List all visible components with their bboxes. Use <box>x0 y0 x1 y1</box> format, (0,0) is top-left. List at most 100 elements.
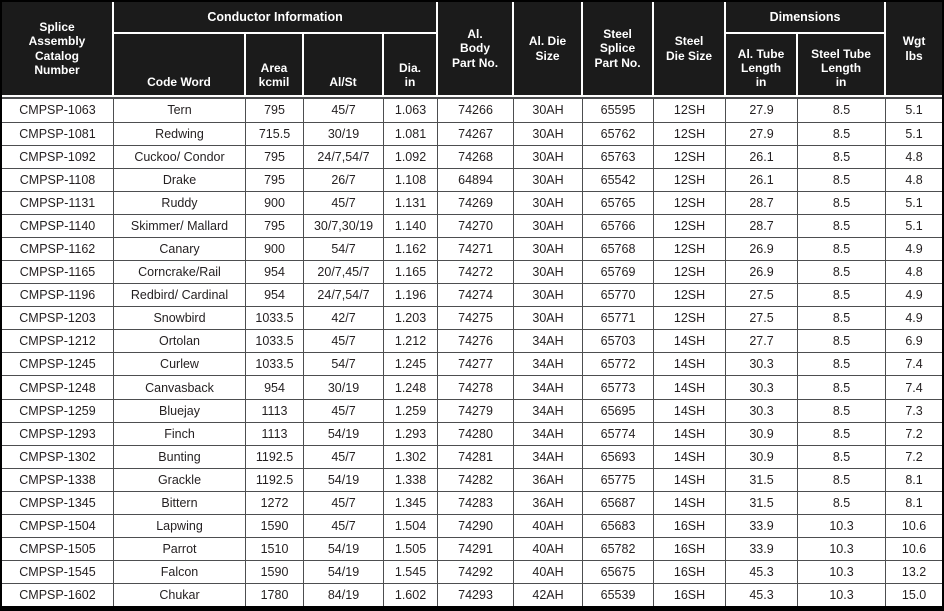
cell-steel-tube-length: 10.3 <box>798 537 887 561</box>
cell-al-die-size: 40AH <box>514 514 584 538</box>
cell-wgt-lbs: 13.2 <box>886 560 943 585</box>
cell-al-st: 54/19 <box>304 468 384 492</box>
cell-steel-die-size: 16SH <box>654 584 727 606</box>
cell-code-word: Finch <box>114 422 246 446</box>
cell-area-kcmil: 1590 <box>246 560 304 585</box>
cell-al-body-part-no: 74292 <box>438 560 515 585</box>
header-sub-row: Code Word Area kcmil Al/St Dia. in Al. T… <box>2 34 942 97</box>
cell-code-word: Cuckoo/ Condor <box>114 145 246 169</box>
cell-al-body-part-no: 74272 <box>438 261 515 285</box>
cell-wgt-lbs: 4.9 <box>886 307 943 331</box>
cell-al-st: 54/7 <box>304 353 384 377</box>
cell-dia-in: 1.203 <box>384 307 439 331</box>
table-row: CMPSP-1248 Canvasback 954 30/19 1.248 74278 34… <box>2 376 943 400</box>
cell-steel-die-size: 12SH <box>654 122 727 146</box>
cell-steel-die-size: 12SH <box>654 145 727 169</box>
cell-al-body-part-no: 74283 <box>438 491 515 515</box>
cell-al-st: 45/7 <box>304 399 384 423</box>
cell-wgt-lbs: 7.2 <box>886 445 943 469</box>
cell-code-word: Ortolan <box>114 330 246 354</box>
cell-dia-in: 1.108 <box>384 168 439 192</box>
cell-catalog-number: CMPSP-1504 <box>2 514 114 538</box>
cell-steel-splice-part-no: 65765 <box>583 191 655 216</box>
cell-al-body-part-no: 74278 <box>438 376 515 400</box>
header-group-row: Splice Assembly Catalog Number Conductor… <box>2 2 943 97</box>
cell-steel-splice-part-no: 65687 <box>583 491 655 515</box>
cell-steel-tube-length: 8.5 <box>798 307 887 331</box>
cell-al-die-size: 30AH <box>514 97 584 123</box>
table-row: CMPSP-1302 Bunting 1192.5 45/7 1.302 74281 34A… <box>2 445 943 469</box>
cell-al-tube-length: 28.7 <box>726 215 799 239</box>
col-header-steel-tube-length: Steel Tube Length in <box>798 34 887 97</box>
cell-steel-splice-part-no: 65675 <box>583 560 655 585</box>
cell-catalog-number: CMPSP-1338 <box>2 468 114 492</box>
cell-al-body-part-no: 74293 <box>438 584 515 606</box>
cell-al-body-part-no: 74270 <box>438 215 515 239</box>
cell-al-tube-length: 27.5 <box>726 307 799 331</box>
cell-al-tube-length: 30.9 <box>726 422 799 446</box>
cell-al-die-size: 42AH <box>514 584 584 606</box>
cell-area-kcmil: 1113 <box>246 422 304 446</box>
cell-area-kcmil: 1192.5 <box>246 468 304 492</box>
cell-steel-splice-part-no: 65774 <box>583 422 655 446</box>
cell-dia-in: 1.345 <box>384 491 439 515</box>
cell-al-tube-length: 27.9 <box>726 97 799 123</box>
cell-al-st: 26/7 <box>304 168 384 192</box>
cell-steel-die-size: 12SH <box>654 307 727 331</box>
table-row: CMPSP-1259 Bluejay 1113 45/7 1.259 74279 34AH 6… <box>2 399 943 423</box>
table-row: CMPSP-1165 Corncrake/Rail 954 20/7,45/7 1.16… <box>2 261 943 285</box>
cell-al-tube-length: 30.3 <box>726 376 799 400</box>
cell-al-tube-length: 26.1 <box>726 168 799 192</box>
cell-steel-die-size: 14SH <box>654 422 727 446</box>
cell-al-body-part-no: 74276 <box>438 330 515 354</box>
cell-dia-in: 1.063 <box>384 97 439 123</box>
cell-al-die-size: 30AH <box>514 168 584 192</box>
cell-steel-die-size: 16SH <box>654 514 727 538</box>
cell-al-die-size: 40AH <box>514 537 584 561</box>
cell-wgt-lbs: 7.4 <box>886 353 943 377</box>
cell-al-tube-length: 45.3 <box>726 584 799 606</box>
cell-dia-in: 1.245 <box>384 353 439 377</box>
cell-code-word: Ruddy <box>114 191 246 216</box>
cell-code-word: Bluejay <box>114 399 246 423</box>
cell-al-body-part-no: 74280 <box>438 422 515 446</box>
cell-al-st: 24/7,54/7 <box>304 284 384 308</box>
cell-al-st: 20/7,45/7 <box>304 261 384 285</box>
cell-al-st: 45/7 <box>304 491 384 515</box>
cell-dia-in: 1.131 <box>384 191 439 216</box>
cell-al-st: 54/19 <box>304 537 384 561</box>
cell-catalog-number: CMPSP-1545 <box>2 560 114 585</box>
cell-catalog-number: CMPSP-1131 <box>2 191 114 216</box>
cell-al-st: 54/19 <box>304 422 384 446</box>
cell-al-st: 54/19 <box>304 560 384 585</box>
cell-catalog-number: CMPSP-1248 <box>2 376 114 400</box>
cell-al-die-size: 34AH <box>514 399 584 423</box>
cell-steel-die-size: 16SH <box>654 537 727 561</box>
cell-area-kcmil: 954 <box>246 284 304 308</box>
cell-area-kcmil: 795 <box>246 97 304 123</box>
cell-al-tube-length: 27.5 <box>726 284 799 308</box>
cell-area-kcmil: 1033.5 <box>246 353 304 377</box>
table-row: CMPSP-1504 Lapwing 1590 45/7 1.504 74290 40AH 6… <box>2 514 943 538</box>
cell-al-st: 45/7 <box>304 514 384 538</box>
cell-steel-splice-part-no: 65703 <box>583 330 655 354</box>
cell-area-kcmil: 954 <box>246 376 304 400</box>
col-header-al-body-part-no: Al. Body Part No. <box>438 2 515 97</box>
cell-catalog-number: CMPSP-1259 <box>2 399 114 423</box>
cell-steel-tube-length: 10.3 <box>798 584 887 606</box>
table-row: CMPSP-1212 Ortolan 1033.5 45/7 1.212 74276 34A… <box>2 330 943 354</box>
cell-area-kcmil: 1113 <box>246 399 304 423</box>
cell-al-body-part-no: 74274 <box>438 284 515 308</box>
cell-steel-die-size: 14SH <box>654 491 727 515</box>
cell-area-kcmil: 1192.5 <box>246 445 304 469</box>
cell-wgt-lbs: 4.8 <box>886 168 943 192</box>
cell-code-word: Drake <box>114 168 246 192</box>
cell-steel-die-size: 14SH <box>654 353 727 377</box>
cell-steel-splice-part-no: 65693 <box>583 445 655 469</box>
table-row: CMPSP-1140 Skimmer/ Mallard 795 30/7,30/19 1… <box>2 215 943 239</box>
cell-code-word: Redwing <box>114 122 246 146</box>
cell-wgt-lbs: 4.9 <box>886 238 943 262</box>
cell-steel-splice-part-no: 65782 <box>583 537 655 561</box>
cell-al-die-size: 30AH <box>514 284 584 308</box>
cell-area-kcmil: 1590 <box>246 514 304 538</box>
